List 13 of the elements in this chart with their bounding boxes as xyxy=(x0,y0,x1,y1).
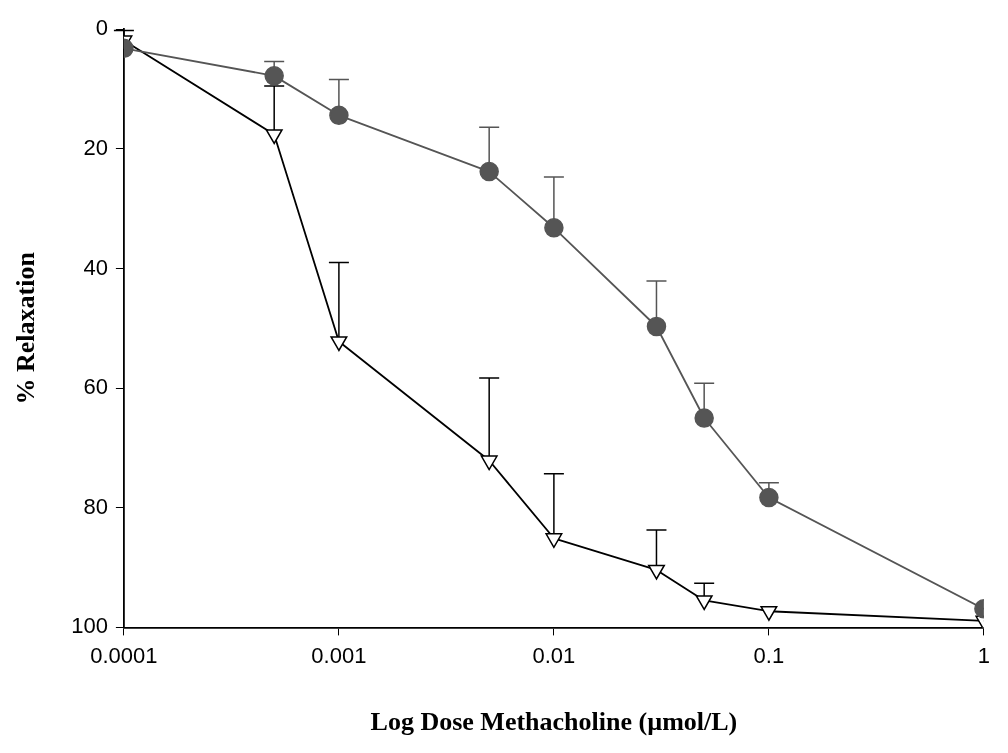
y-tick-label: 20 xyxy=(83,134,108,160)
x-tick-label: 0.1 xyxy=(753,642,785,668)
y-tick-label: 0 xyxy=(95,15,108,41)
y-tick-label: 60 xyxy=(83,374,108,400)
y-tick-label: 100 xyxy=(71,613,108,639)
x-tick-label: 1 xyxy=(977,642,991,668)
x-tick-label: 0.0001 xyxy=(90,642,158,668)
x-axis-title: Log Dose Methacholine (µmol/L) xyxy=(370,707,738,737)
y-tick-label: 80 xyxy=(83,493,108,519)
y-axis-title: % Relaxation xyxy=(11,251,41,405)
x-tick-label: 0.001 xyxy=(311,642,367,668)
y-tick-label: 40 xyxy=(83,254,108,280)
x-tick-label: 0.01 xyxy=(532,642,576,668)
